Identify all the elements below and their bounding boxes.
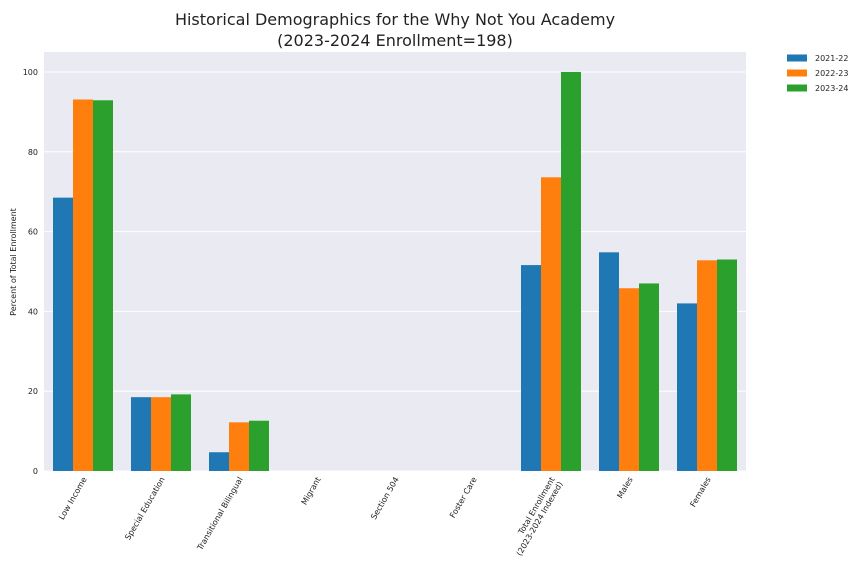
bar	[697, 260, 717, 471]
x-tick-label-group: Males	[615, 476, 634, 501]
x-tick-label: Special Education	[123, 476, 166, 542]
y-tick-label: 80	[28, 148, 38, 157]
bar	[717, 259, 737, 471]
bar	[541, 177, 561, 471]
x-tick-label-line: Transitional Bilingual	[195, 476, 245, 553]
x-tick-label-group: Low Income	[57, 475, 89, 521]
bar	[151, 397, 171, 471]
bar	[73, 99, 93, 471]
y-tick-label: 20	[28, 387, 38, 396]
legend-swatch	[787, 54, 807, 62]
x-tick-label-group: Foster Care	[448, 475, 479, 519]
legend-label: 2021-22	[815, 54, 848, 63]
x-tick-labels: Low Income Special Education Transitional …	[57, 475, 713, 557]
bar	[209, 452, 229, 471]
x-tick-label-line: Low Income	[57, 475, 89, 521]
x-tick-label-group: Special Education	[123, 476, 166, 542]
y-tick-label: 0	[33, 467, 38, 476]
x-tick-label-group: Females	[688, 476, 712, 509]
bar	[131, 397, 151, 471]
bar	[561, 71, 581, 471]
x-tick-label-line: Foster Care	[448, 475, 479, 519]
x-tick-label: Section 504	[369, 476, 401, 522]
y-tick-label: 40	[28, 307, 38, 316]
x-tick-label-line: Section 504	[369, 476, 401, 522]
x-tick-label: Total Enrollment(2023-2024 Indexed)	[507, 476, 565, 558]
y-tick-label: 60	[28, 228, 38, 237]
bar	[599, 252, 619, 471]
x-tick-label: Females	[688, 476, 712, 509]
x-tick-label: Transitional Bilingual	[195, 476, 245, 553]
bar	[249, 420, 269, 471]
y-tick-label: 100	[23, 68, 38, 77]
x-tick-label-line: Special Education	[123, 476, 166, 542]
x-tick-label-line: Females	[688, 476, 712, 509]
chart-title: Historical Demographics for the Why Not …	[175, 10, 615, 29]
x-tick-label: Males	[615, 476, 634, 501]
x-tick-label-line: Migrant	[300, 476, 323, 507]
chart-subtitle: (2023-2024 Enrollment=198)	[277, 31, 513, 50]
bar	[521, 265, 541, 471]
x-tick-label-line: Males	[615, 476, 634, 501]
x-tick-label: Low Income	[57, 475, 89, 521]
bars	[53, 71, 737, 471]
y-axis-label: Percent of Total Enrollment	[9, 208, 18, 316]
bar	[619, 288, 639, 471]
legend-label: 2022-23	[815, 69, 848, 78]
x-tick-label: Migrant	[300, 476, 323, 507]
y-tick-labels: 0 20 40 60 80 100	[23, 68, 38, 476]
bar	[229, 422, 249, 471]
bar	[93, 100, 113, 471]
legend-swatch	[787, 84, 807, 92]
legend: 2021-22 2022-23 2023-24	[787, 54, 848, 93]
x-tick-label: Foster Care	[448, 475, 479, 519]
x-tick-label-group: Total Enrollment(2023-2024 Indexed)	[507, 476, 565, 558]
legend-swatch	[787, 69, 807, 77]
legend-label: 2023-24	[815, 84, 848, 93]
x-tick-label-group: Section 504	[369, 476, 401, 522]
bar	[677, 303, 697, 471]
bar	[639, 283, 659, 471]
bar	[53, 197, 73, 471]
bar	[171, 394, 191, 471]
x-tick-label-group: Transitional Bilingual	[195, 476, 245, 553]
x-tick-label-group: Migrant	[300, 476, 323, 507]
